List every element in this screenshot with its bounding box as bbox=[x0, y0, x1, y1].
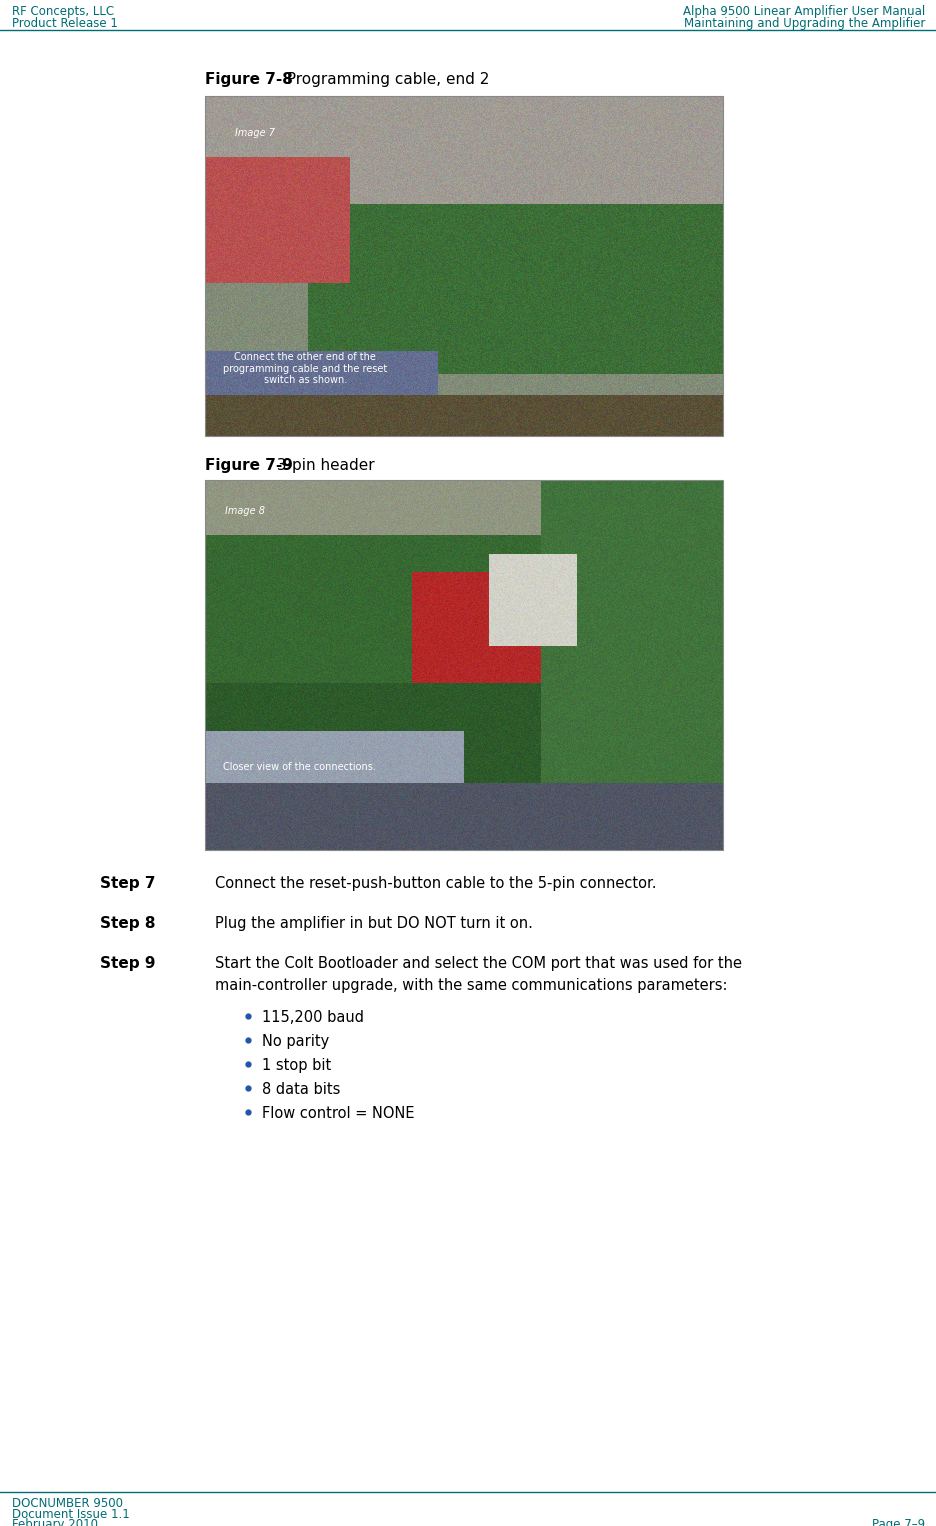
Text: Step 9: Step 9 bbox=[100, 955, 155, 971]
Text: Product Release 1: Product Release 1 bbox=[12, 17, 118, 31]
Text: RF Concepts, LLC: RF Concepts, LLC bbox=[12, 5, 114, 18]
Text: 8 data bits: 8 data bits bbox=[262, 1082, 340, 1097]
Text: Step 7: Step 7 bbox=[100, 876, 155, 891]
Text: Image 8: Image 8 bbox=[225, 507, 265, 516]
Text: main-controller upgrade, with the same communications parameters:: main-controller upgrade, with the same c… bbox=[214, 978, 726, 993]
Bar bbox=[205, 96, 723, 436]
Text: Step 8: Step 8 bbox=[100, 916, 155, 931]
Text: Plug the amplifier in but DO NOT turn it on.: Plug the amplifier in but DO NOT turn it… bbox=[214, 916, 533, 931]
Text: Start the Colt Bootloader and select the COM port that was used for the: Start the Colt Bootloader and select the… bbox=[214, 955, 741, 971]
Text: DOCNUMBER 9500: DOCNUMBER 9500 bbox=[12, 1497, 123, 1511]
Text: Page 7–9: Page 7–9 bbox=[870, 1518, 924, 1526]
Text: No parity: No parity bbox=[262, 1035, 329, 1048]
Text: Figure 7-8: Figure 7-8 bbox=[205, 72, 293, 87]
Bar bbox=[205, 481, 723, 850]
Text: Image 7: Image 7 bbox=[235, 128, 274, 137]
Text: Flow control = NONE: Flow control = NONE bbox=[262, 1106, 414, 1122]
Text: 1 stop bit: 1 stop bit bbox=[262, 1058, 331, 1073]
Text: 3-pin header: 3-pin header bbox=[267, 458, 374, 473]
Text: Document Issue 1.1: Document Issue 1.1 bbox=[12, 1508, 129, 1521]
Text: February 2010: February 2010 bbox=[12, 1518, 98, 1526]
Text: 115,200 baud: 115,200 baud bbox=[262, 1010, 363, 1025]
Text: Figure 7-9: Figure 7-9 bbox=[205, 458, 293, 473]
Text: Maintaining and Upgrading the Amplifier: Maintaining and Upgrading the Amplifier bbox=[683, 17, 924, 31]
Text: Connect the reset-push-button cable to the 5-pin connector.: Connect the reset-push-button cable to t… bbox=[214, 876, 656, 891]
Text: Connect the other end of the
programming cable and the reset
switch as shown.: Connect the other end of the programming… bbox=[223, 353, 387, 385]
Text: Programming cable, end 2: Programming cable, end 2 bbox=[277, 72, 489, 87]
Text: Alpha 9500 Linear Amplifier User Manual: Alpha 9500 Linear Amplifier User Manual bbox=[682, 5, 924, 18]
Text: Closer view of the connections.: Closer view of the connections. bbox=[223, 761, 375, 772]
